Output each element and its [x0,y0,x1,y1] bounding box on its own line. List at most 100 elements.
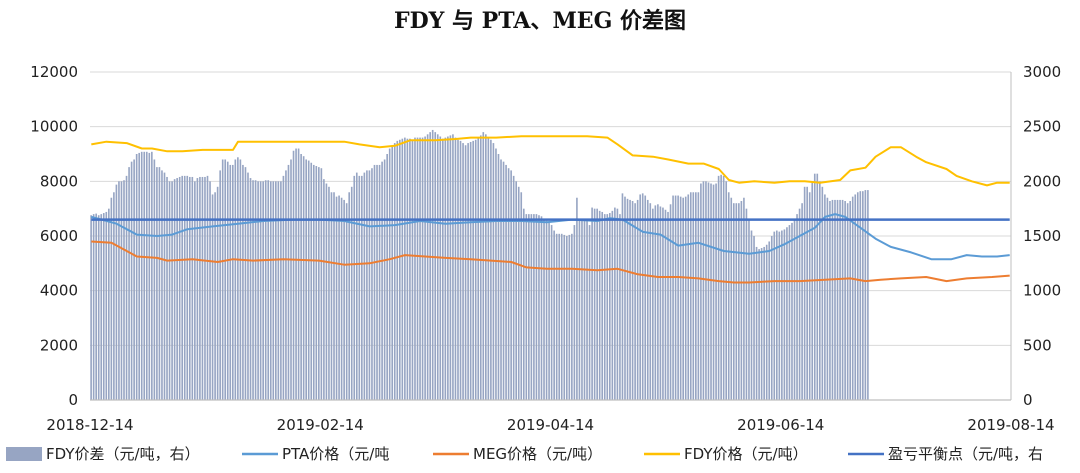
bar [806,186,808,400]
bar [371,168,373,400]
bar [173,179,176,400]
bar [535,214,538,400]
bar [593,208,596,400]
bar [841,199,844,400]
bar [100,214,103,400]
bar [578,220,581,400]
bar [368,170,371,400]
legend-label: PTA价格（元/吨 [282,445,389,463]
bar [821,186,824,400]
bar [621,193,624,400]
bar [102,213,105,400]
bar [188,176,191,400]
bar [497,154,500,400]
bar [282,175,285,400]
y-right-tick-label: 0 [1023,391,1033,409]
bar [591,207,593,400]
bar [510,170,512,400]
bar [340,197,343,400]
bar [565,236,568,400]
bar [849,201,851,400]
bar [247,172,249,400]
y-left-tick-label: 2000 [40,336,78,354]
bar [646,199,649,400]
bar [859,191,862,400]
bar [194,181,196,400]
bar [353,175,356,400]
bar [444,137,447,400]
bar [862,191,864,400]
bar [436,134,439,400]
bar [290,159,292,400]
bar [540,216,543,400]
bar [538,215,540,400]
bar [239,159,242,400]
bar [442,138,444,400]
bar [262,181,264,400]
bar [338,195,340,400]
bar [695,192,697,400]
bar [831,199,834,400]
bar [366,170,368,400]
bar [393,143,396,400]
legend-label: FDY价格（元/吨） [684,445,808,463]
bar [803,186,806,400]
bar [285,170,287,400]
y-left-tick-label: 4000 [40,282,78,300]
bar [214,192,216,400]
bar [867,190,869,400]
bar [464,145,467,400]
bar [689,192,692,400]
x-tick-label: 2018-12-14 [46,416,133,434]
bar [376,164,378,400]
bar [834,199,836,400]
y-right-tick-label: 2000 [1023,172,1061,190]
bar [851,196,854,400]
bar [654,205,657,400]
series-line [91,240,1010,284]
bar [469,141,472,400]
bar [856,192,859,400]
bar [426,134,429,400]
bar [664,209,667,400]
bar [287,164,290,400]
bar [512,175,515,400]
bar [634,203,636,400]
bar [125,175,128,400]
bar [343,199,345,400]
bar [183,175,186,400]
bar [474,139,477,401]
bar [854,194,857,400]
bar [226,161,229,400]
bar [555,233,558,400]
bar [836,199,839,400]
bar [396,140,399,400]
bar [522,208,525,400]
y-right-tick-label: 1500 [1023,227,1061,245]
y-right-tick-label: 2500 [1023,118,1061,136]
bar [153,159,156,400]
bar [609,213,611,400]
bar [275,181,277,400]
bar [560,233,563,400]
bar [424,136,426,400]
bar [520,192,523,400]
bar [312,164,315,400]
bar [826,197,829,400]
bar [687,194,690,400]
bar [133,159,135,400]
bar [166,176,168,400]
bar [277,181,280,400]
bar [598,210,601,400]
bar [92,214,95,400]
bar [431,129,434,400]
bar [781,230,783,400]
bar [297,148,300,400]
bar [128,167,130,400]
bar [472,140,474,400]
bar [135,154,138,400]
bar [181,175,184,400]
bar [768,241,771,400]
bar [237,157,239,400]
bar [477,137,480,400]
